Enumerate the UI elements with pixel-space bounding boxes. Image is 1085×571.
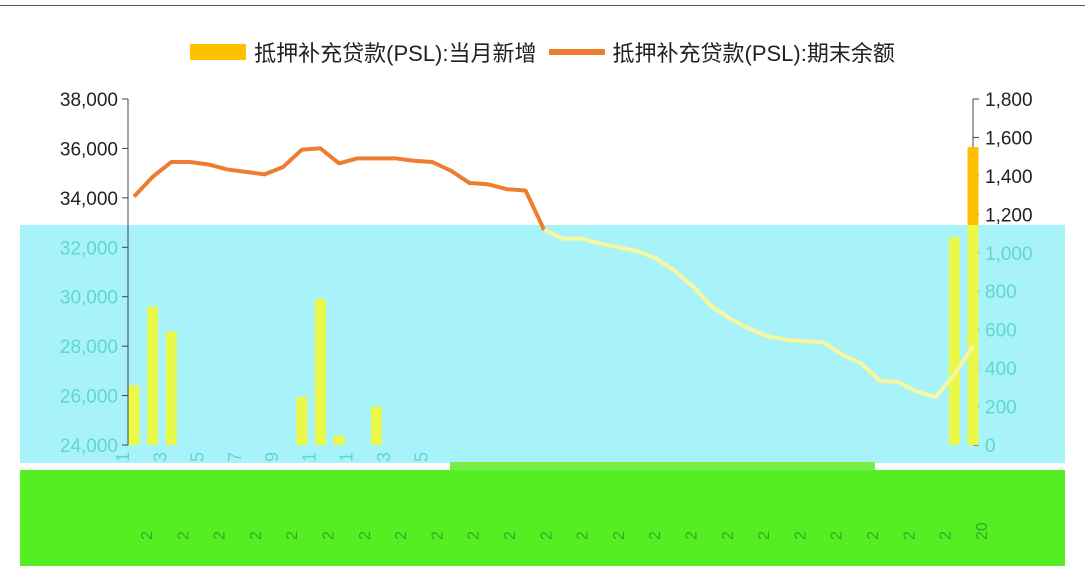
- legend-bar-label: 抵押补充贷款(PSL):当月新增: [254, 41, 537, 66]
- x-year-label: 2: [175, 531, 192, 540]
- overlay-band-cyan: [20, 225, 1065, 463]
- left-tick-label: 30,000: [60, 288, 118, 309]
- left-tick-label: 28,000: [60, 337, 118, 358]
- x-year-label: 2: [466, 531, 483, 540]
- x-tick-label: 1: [337, 452, 357, 462]
- x-year-label: 2: [792, 531, 809, 540]
- bar: [314, 298, 326, 445]
- right-tick-label: 1,600: [985, 128, 1033, 149]
- bar: [165, 331, 177, 445]
- x-year-label: 2: [139, 531, 156, 540]
- left-tick-label: 32,000: [60, 238, 118, 259]
- overlay-strip: [450, 462, 875, 470]
- x-tick-label: 3: [374, 452, 394, 462]
- x-year-label: 2: [611, 531, 628, 540]
- x-year-label: 2: [284, 531, 301, 540]
- right-tick-label: 0: [985, 436, 996, 457]
- x-year-label: 2: [901, 531, 918, 540]
- right-tick-label: 200: [985, 398, 1017, 419]
- bar: [147, 306, 159, 445]
- right-tick-label: 1,200: [985, 205, 1033, 226]
- x-year-label: 2: [357, 531, 374, 540]
- bar: [128, 385, 140, 445]
- x-year-label: 2: [393, 531, 410, 540]
- x-tick-label: 7: [225, 452, 245, 462]
- top-divider-line: [0, 5, 1085, 6]
- left-tick-label: 24,000: [60, 436, 118, 457]
- chart-legend: 抵押补充贷款(PSL):当月新增 抵押补充贷款(PSL):期末余额: [0, 36, 1085, 68]
- x-year-label: 2: [829, 531, 846, 540]
- bar: [948, 237, 960, 445]
- bar: [333, 435, 345, 445]
- x-year-label: 2: [429, 531, 446, 540]
- bar: [370, 406, 382, 445]
- bar: [967, 147, 979, 225]
- right-tick-label: 1,400: [985, 167, 1033, 188]
- legend-item-line: 抵押补充贷款(PSL):期末余额: [548, 36, 895, 68]
- overlay-band-green: [20, 470, 1065, 566]
- legend-bar-swatch: [190, 44, 247, 60]
- x-year-label: 2: [502, 531, 519, 540]
- x-year-label: 2: [321, 531, 338, 540]
- x-year-label: 2: [720, 531, 737, 540]
- x-year-label: 2: [938, 531, 955, 540]
- x-year-label: 2: [538, 531, 555, 540]
- x-tick-label: 5: [411, 452, 431, 462]
- right-tick-label: 800: [985, 282, 1017, 303]
- series-line-overlay: [543, 228, 975, 399]
- x-year-label: 2: [865, 531, 882, 540]
- right-tick-label: 1,000: [985, 244, 1033, 265]
- right-tick-label: 1,800: [985, 90, 1033, 111]
- x-year-label: 20: [974, 522, 991, 540]
- x-tick-label: 1: [113, 452, 133, 462]
- series-line: [132, 146, 546, 231]
- left-tick-label: 34,000: [60, 189, 118, 210]
- x-tick-label: 9: [262, 452, 282, 462]
- bar: [967, 225, 979, 445]
- right-tick-label: 400: [985, 359, 1017, 380]
- left-tick-label: 26,000: [60, 387, 118, 408]
- left-tick-label: 36,000: [60, 139, 118, 160]
- x-tick-label: 3: [150, 452, 170, 462]
- bar: [296, 396, 308, 445]
- x-tick-label: 1: [299, 452, 319, 462]
- legend-item-bar: 抵押补充贷款(PSL):当月新增: [190, 36, 537, 68]
- x-year-label: 2: [684, 531, 701, 540]
- x-year-label: 2: [575, 531, 592, 540]
- x-year-label: 2: [647, 531, 664, 540]
- legend-line-swatch: [548, 49, 605, 55]
- x-tick-label: 5: [188, 452, 208, 462]
- x-year-label: 2: [248, 531, 265, 540]
- x-year-label: 2: [756, 531, 773, 540]
- right-tick-label: 600: [985, 321, 1017, 342]
- left-tick-label: 38,000: [60, 90, 118, 111]
- x-year-label: 2: [212, 531, 229, 540]
- legend-line-label: 抵押补充贷款(PSL):期末余额: [612, 41, 895, 66]
